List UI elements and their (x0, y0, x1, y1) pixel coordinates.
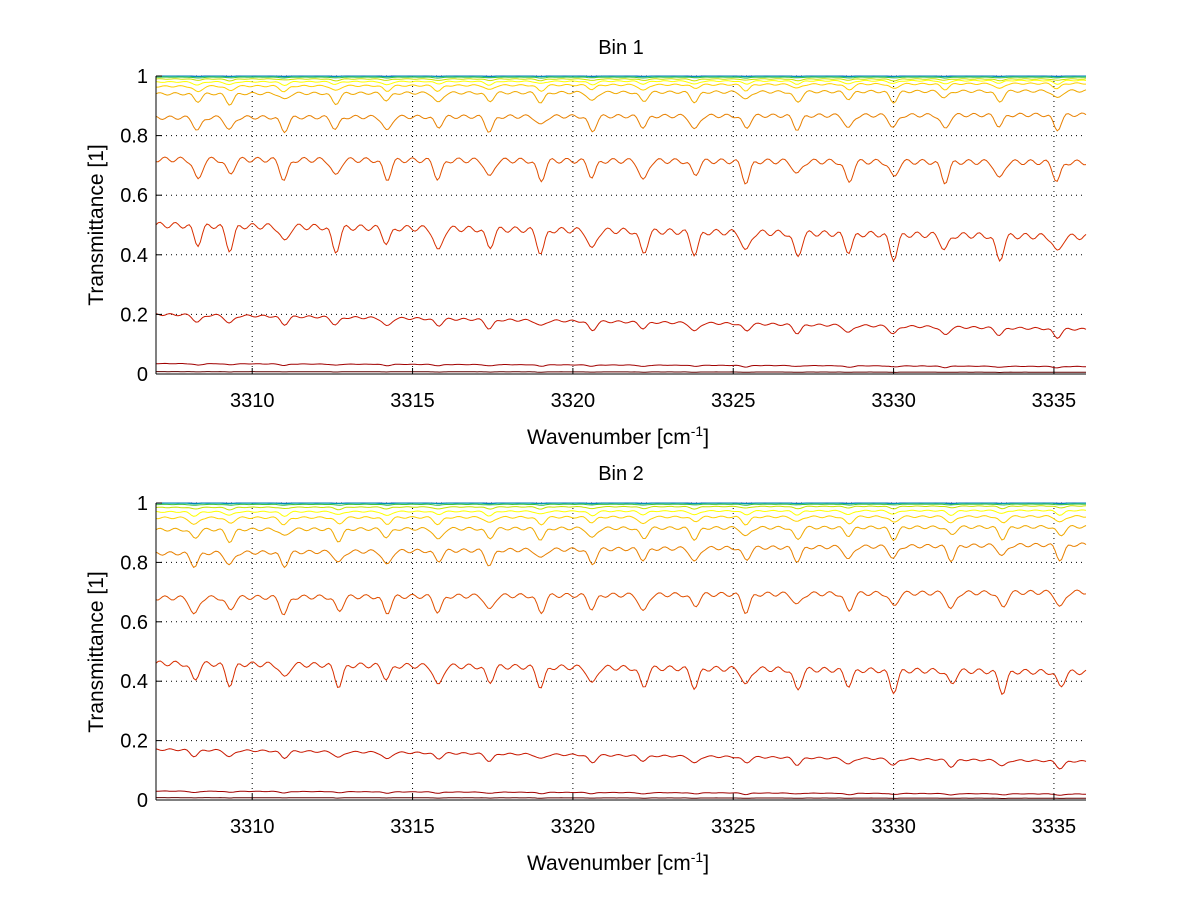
series-line (155, 790, 1086, 796)
series-lines (155, 502, 1087, 799)
series-line (155, 524, 1087, 544)
series-line (155, 79, 1087, 87)
y-tick-label: 0.8 (120, 552, 148, 574)
x-tick-label: 3310 (230, 390, 275, 412)
series-line (155, 660, 1087, 696)
x-tick-label: 3320 (551, 816, 596, 838)
x-tick-labels: 3310 3315 3320 3325 3330 3335 (230, 368, 1076, 412)
series-line (155, 514, 1087, 526)
x-tick-label: 3315 (390, 816, 435, 838)
x-axis-label-sup: -1 (691, 849, 704, 865)
y-tick-label: 0.2 (120, 304, 148, 326)
y-axis-label: Transmittance [1] (85, 144, 108, 305)
subplot-bin-2: Bin 2 3310 3315 3320 3325 3330 3335 0 0.2 0.4 0.… (85, 463, 1087, 875)
x-axis-label: Wavenumber [cm-1] (527, 423, 709, 449)
series-line (155, 748, 1087, 770)
chart-title: Bin 1 (598, 37, 644, 59)
y-tick-label: 0.6 (120, 612, 148, 634)
series-line (155, 542, 1087, 569)
x-tick-labels: 3310 3315 3320 3325 3330 3335 (230, 794, 1076, 838)
y-tick-label: 1 (137, 493, 148, 515)
series-line (155, 505, 1087, 511)
x-axis-label-main: Wavenumber [cm (527, 852, 691, 875)
y-tick-label: 0.8 (120, 126, 148, 148)
y-axis-label: Transmittance [1] (85, 571, 108, 732)
series-line (155, 589, 1087, 616)
x-axis-label-sup: -1 (691, 423, 704, 439)
series-line (156, 371, 1086, 374)
x-tick-label: 3325 (711, 816, 756, 838)
x-axis-label-end: ] (703, 426, 709, 449)
x-tick-label: 3335 (1032, 390, 1077, 412)
y-tick-label: 0 (137, 364, 148, 386)
y-tick-label: 0 (137, 790, 148, 812)
series-line (155, 78, 1087, 82)
series-line (155, 221, 1087, 262)
x-tick-label: 3310 (230, 816, 275, 838)
series-line (155, 89, 1087, 106)
y-tick-label: 0.2 (120, 731, 148, 753)
x-axis-label-main: Wavenumber [cm (527, 426, 691, 449)
x-axis-label-end: ] (703, 852, 709, 875)
y-tick-label: 0.6 (120, 185, 148, 207)
plot-area-frame (156, 76, 1086, 374)
series-line (155, 509, 1087, 517)
series-line (156, 76, 1086, 79)
series-line (155, 313, 1087, 340)
series-line (155, 112, 1087, 134)
series-line (155, 502, 1087, 505)
x-tick-label: 3325 (711, 390, 756, 412)
chart-title: Bin 2 (598, 463, 644, 485)
y-tick-label: 0.4 (120, 245, 148, 267)
x-tick-label: 3330 (871, 816, 916, 838)
series-line (156, 82, 1086, 93)
grid-lines (156, 75, 1086, 375)
y-tick-label: 0.4 (120, 671, 148, 693)
x-tick-label: 3330 (871, 390, 916, 412)
series-line (155, 75, 1087, 78)
series-line (156, 797, 1086, 799)
y-tick-labels: 0 0.2 0.4 0.6 0.8 1 (120, 493, 162, 812)
x-tick-label: 3315 (390, 390, 435, 412)
x-tick-label: 3320 (551, 390, 596, 412)
x-tick-label: 3335 (1032, 816, 1077, 838)
series-line (156, 503, 1086, 506)
series-lines (155, 75, 1087, 374)
x-axis-label: Wavenumber [cm-1] (527, 849, 709, 875)
y-tick-label: 1 (137, 66, 148, 88)
series-line (156, 156, 1087, 185)
subplot-bin-1: Bin 1 3310 3315 3320 3325 3330 3335 0 0.2 0.4 0.… (85, 37, 1087, 449)
y-tick-labels: 0 0.2 0.4 0.6 0.8 1 (120, 66, 162, 386)
series-line (156, 362, 1086, 369)
